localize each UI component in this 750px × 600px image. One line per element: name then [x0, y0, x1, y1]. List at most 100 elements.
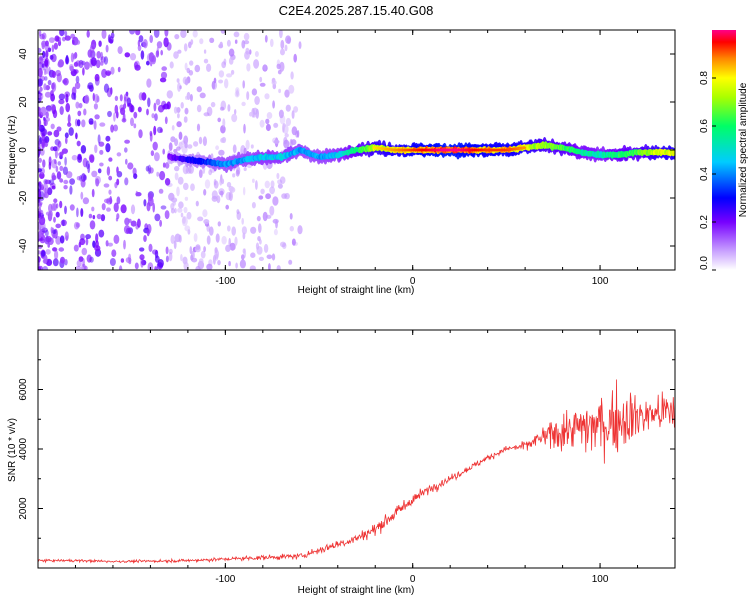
noise-cell — [111, 249, 117, 257]
heatmap-xlabel: Height of straight line (km) — [298, 285, 415, 296]
noise-cell — [246, 91, 250, 101]
noise-cell — [147, 97, 151, 108]
noise-cell — [38, 265, 41, 270]
noise-cell — [209, 37, 215, 43]
noise-cell — [49, 54, 54, 60]
noise-cell — [55, 211, 60, 218]
colorbar-tick-label: 0.6 — [699, 119, 710, 133]
noise-cell — [193, 141, 199, 147]
noise-cell — [156, 41, 163, 49]
noise-cell — [89, 84, 94, 92]
noise-cell — [45, 249, 51, 255]
noise-cell — [270, 180, 275, 189]
noise-cell — [73, 69, 79, 74]
noise-cell — [263, 243, 269, 253]
noise-cell — [235, 262, 238, 269]
noise-cell — [105, 143, 111, 153]
noise-cell — [130, 220, 137, 227]
noise-cell — [285, 117, 291, 127]
noise-cell — [176, 186, 180, 197]
y-tick-label: -20 — [18, 190, 29, 205]
noise-cell — [293, 106, 299, 113]
noise-cell — [252, 107, 258, 115]
noise-cell — [52, 247, 57, 252]
noise-cell — [234, 39, 238, 44]
noise-cell — [96, 213, 102, 220]
noise-cell — [148, 243, 153, 252]
noise-cell — [166, 90, 173, 99]
noise-cell — [126, 97, 131, 107]
noise-cell — [234, 109, 237, 115]
noise-cell — [124, 139, 130, 144]
noise-cell — [96, 51, 101, 59]
y-tick-label: 2000 — [18, 497, 29, 520]
noise-cell — [72, 53, 77, 60]
noise-cell — [225, 244, 231, 252]
noise-cell — [145, 165, 150, 172]
noise-cell — [67, 114, 71, 124]
noise-cell — [101, 203, 106, 211]
noise-cell — [183, 206, 188, 214]
noise-cell — [86, 254, 92, 263]
noise-cell — [189, 246, 193, 255]
noise-cell — [254, 51, 259, 57]
noise-cell — [81, 247, 88, 256]
noise-cell — [254, 96, 260, 105]
noise-cell — [148, 167, 154, 174]
noise-cell — [266, 112, 273, 119]
noise-cell — [123, 239, 126, 250]
noise-cell — [222, 118, 226, 128]
noise-cell — [43, 68, 47, 76]
noise-cell — [120, 258, 125, 263]
noise-cell — [80, 60, 86, 66]
noise-cell — [50, 226, 53, 234]
noise-cell — [279, 61, 285, 72]
noise-cell — [243, 167, 247, 172]
noise-cell — [63, 179, 69, 185]
noise-cell — [82, 197, 90, 205]
noise-cell — [48, 179, 55, 186]
noise-cell — [77, 110, 82, 117]
noise-cell — [153, 30, 160, 38]
noise-cell — [249, 265, 256, 270]
noise-cell — [206, 263, 213, 270]
colorbar-ticks: 0.0 0.2 0.4 0.6 0.8 — [699, 71, 716, 271]
noise-cell — [137, 218, 141, 228]
noise-cell — [127, 162, 134, 170]
noise-cell — [184, 78, 189, 86]
noise-cell — [284, 44, 288, 52]
noise-cell — [57, 161, 62, 166]
noise-cell — [38, 78, 44, 87]
noise-cell — [76, 259, 82, 267]
noise-cell — [174, 165, 180, 172]
noise-cell — [226, 181, 232, 188]
noise-cell — [59, 151, 64, 156]
noise-cell — [106, 207, 111, 212]
noise-cell — [106, 197, 113, 205]
noise-cell — [140, 50, 145, 60]
noise-cell — [283, 139, 290, 149]
noise-cell — [218, 149, 225, 156]
noise-cell — [251, 202, 256, 209]
noise-cell — [50, 104, 56, 111]
noise-cell — [164, 30, 169, 37]
noise-cell — [110, 124, 114, 133]
noise-cell — [194, 64, 201, 73]
noise-cell — [38, 118, 41, 127]
noise-cell — [38, 231, 42, 239]
noise-cell — [92, 215, 96, 220]
noise-cell — [54, 159, 57, 165]
noise-cell — [91, 39, 97, 50]
noise-cell — [272, 100, 275, 109]
noise-cell — [224, 78, 229, 89]
noise-cell — [89, 154, 95, 163]
noise-cell — [44, 91, 52, 98]
noise-cell — [174, 34, 180, 40]
noise-cell — [53, 198, 58, 203]
snr-xlabel: Height of straight line (km) — [298, 585, 415, 596]
noise-cell — [60, 256, 65, 264]
noise-cell — [45, 235, 52, 243]
noise-cell — [94, 245, 101, 252]
noise-cell — [154, 152, 160, 162]
noise-cell — [94, 93, 99, 104]
